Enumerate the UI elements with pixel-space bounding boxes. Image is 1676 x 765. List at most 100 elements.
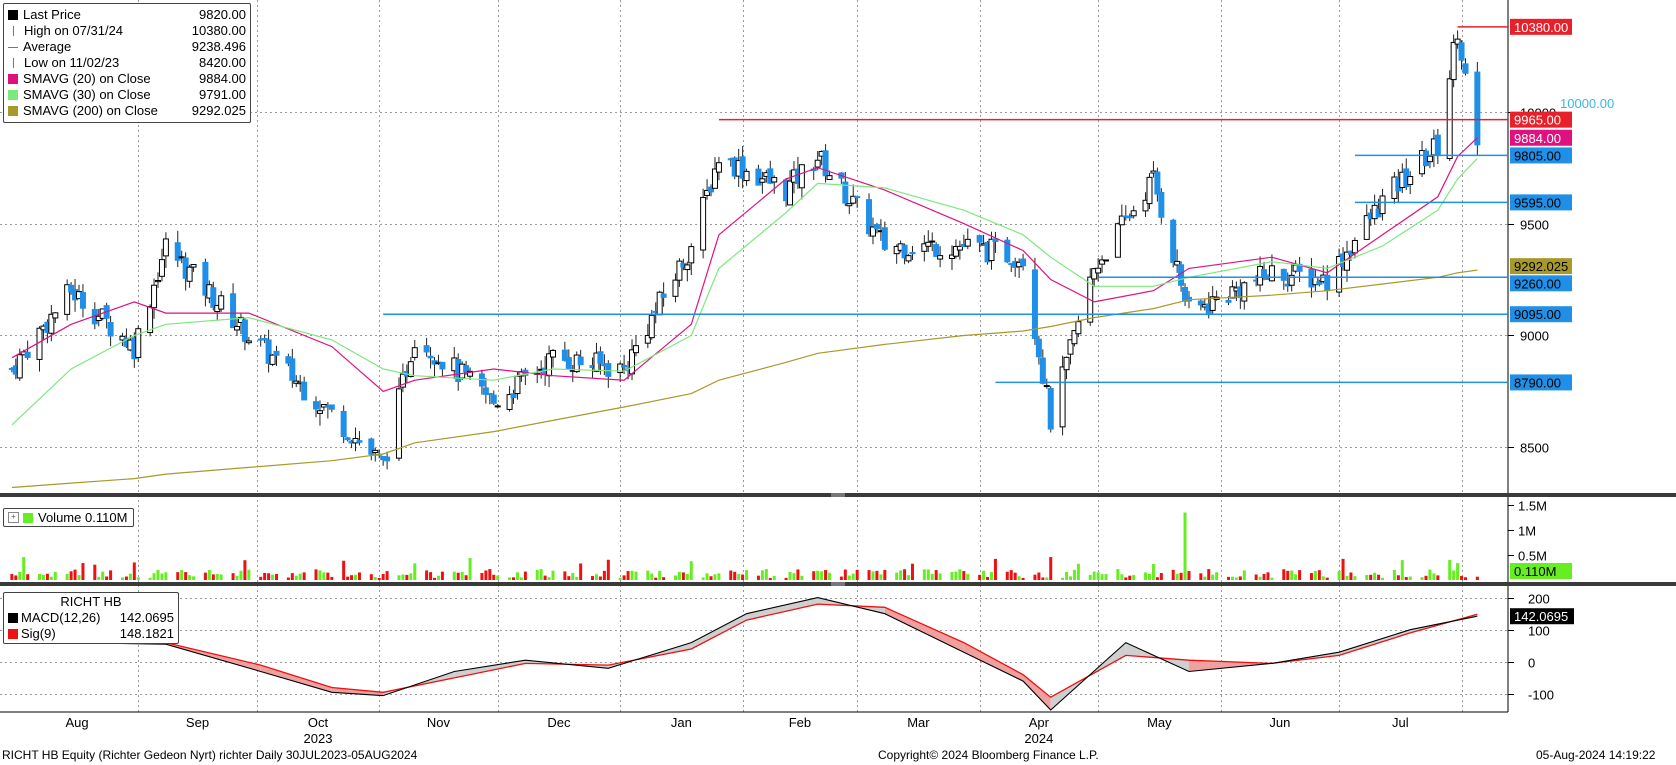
- volume-bar: [812, 571, 816, 580]
- candle-body: [767, 168, 774, 184]
- candle-body: [162, 238, 169, 257]
- candle-body: [230, 293, 237, 329]
- macd-histogram-fill: [331, 687, 384, 696]
- candle-body: [561, 349, 568, 361]
- candle-body: [715, 162, 722, 173]
- volume-bar: [1171, 569, 1175, 580]
- volume-bar: [298, 573, 302, 580]
- candle-body: [328, 404, 335, 410]
- price-tag-label: 9095.00: [1514, 307, 1561, 322]
- candle-body: [1261, 269, 1268, 278]
- volume-bar: [1448, 559, 1452, 580]
- candle-body: [467, 370, 474, 377]
- candle-body: [952, 246, 959, 257]
- volume-bar: [45, 573, 49, 580]
- candle-body: [1103, 259, 1110, 262]
- candle-body: [846, 203, 853, 207]
- volume-bar: [69, 571, 73, 580]
- volume-bar: [211, 574, 215, 580]
- volume-bar: [101, 571, 105, 580]
- candle-body: [854, 196, 861, 199]
- candle-body: [1241, 282, 1248, 302]
- volume-bar: [938, 573, 942, 580]
- volume-bar: [267, 573, 271, 580]
- volume-bar: [1068, 576, 1072, 580]
- volume-bar: [784, 577, 788, 580]
- candle-body: [1426, 155, 1433, 163]
- volume-bar: [1420, 577, 1424, 580]
- candle-body: [660, 293, 667, 298]
- month-label: Jun: [1269, 715, 1290, 730]
- candle-body: [577, 356, 584, 366]
- volume-bar: [1092, 571, 1096, 580]
- volume-bar: [978, 574, 982, 580]
- candle-body: [976, 235, 983, 243]
- volume-bar: [318, 570, 322, 580]
- volume-bar: [1325, 577, 1329, 580]
- volume-bar: [1238, 576, 1242, 580]
- candle-body: [52, 312, 59, 319]
- volume-bar: [907, 575, 911, 580]
- volume-bar: [452, 571, 456, 580]
- price-tag-label: 9965.00: [1514, 113, 1561, 128]
- month-label: Sep: [186, 715, 209, 730]
- volume-bar: [1215, 572, 1219, 580]
- candle-body: [313, 401, 320, 410]
- month-label: Nov: [427, 715, 451, 730]
- macd-histogram-fill: [454, 660, 526, 678]
- macd-histogram-fill: [1023, 674, 1051, 710]
- volume-bar: [839, 576, 843, 580]
- volume-bar: [547, 577, 551, 580]
- volume-bar: [1234, 577, 1238, 580]
- month-label: Feb: [789, 715, 811, 730]
- volume-bar: [1337, 570, 1341, 580]
- volume-bar: [401, 574, 405, 580]
- volume-bar: [381, 574, 385, 580]
- legend-label: Low on 11/02/23: [24, 55, 120, 70]
- volume-bar: [53, 571, 57, 580]
- volume-bar: [796, 569, 800, 580]
- candle-body: [933, 244, 940, 257]
- square-pink-icon: [8, 74, 18, 84]
- volume-bar: [1155, 577, 1159, 580]
- volume-bar: [188, 575, 192, 580]
- volume-bar: [132, 562, 136, 580]
- volume-bar: [1400, 560, 1404, 580]
- volume-bar: [385, 571, 389, 580]
- candle-body: [510, 393, 517, 399]
- candle-body: [787, 180, 794, 206]
- square-black-icon: [8, 613, 18, 623]
- candle-body: [1091, 268, 1098, 280]
- volume-bar: [1262, 573, 1266, 580]
- volume-bar: [425, 570, 429, 580]
- legend-value: 10380.00: [191, 23, 246, 38]
- volume-bar: [357, 572, 361, 580]
- volume-bar: [760, 570, 764, 580]
- sma200-line: [11, 269, 1478, 489]
- volume-bar: [433, 577, 437, 580]
- candle-body: [423, 345, 430, 353]
- volume-bar: [1211, 574, 1215, 580]
- candle-body: [241, 319, 248, 342]
- volume-bar: [883, 569, 887, 580]
- price-legend[interactable]: Last Price 9820.00 High on 07/31/24 1038…: [3, 3, 251, 123]
- candle-body: [929, 240, 936, 243]
- volume-bar: [982, 570, 986, 580]
- volume-bar: [1436, 575, 1440, 580]
- candle-body: [1067, 339, 1074, 355]
- candle-body: [155, 280, 162, 283]
- volume-bar: [847, 575, 851, 580]
- volume-bar: [966, 573, 970, 580]
- volume-bar: [1147, 573, 1151, 580]
- volume-bar: [263, 572, 267, 580]
- candle-body: [992, 238, 999, 242]
- volume-legend[interactable]: + Volume 0.110M: [3, 508, 135, 527]
- volume-bar: [1321, 576, 1325, 580]
- collapse-icon[interactable]: +: [8, 512, 19, 523]
- candle-body: [48, 313, 55, 334]
- candle-body: [1288, 274, 1295, 286]
- macd-legend[interactable]: RICHT HB MACD(12,26) 142.0695 Sig(9) 148…: [3, 592, 179, 644]
- volume-bar: [38, 573, 42, 580]
- volume-bar: [128, 573, 132, 580]
- price-tag-label: 8790.00: [1514, 375, 1561, 390]
